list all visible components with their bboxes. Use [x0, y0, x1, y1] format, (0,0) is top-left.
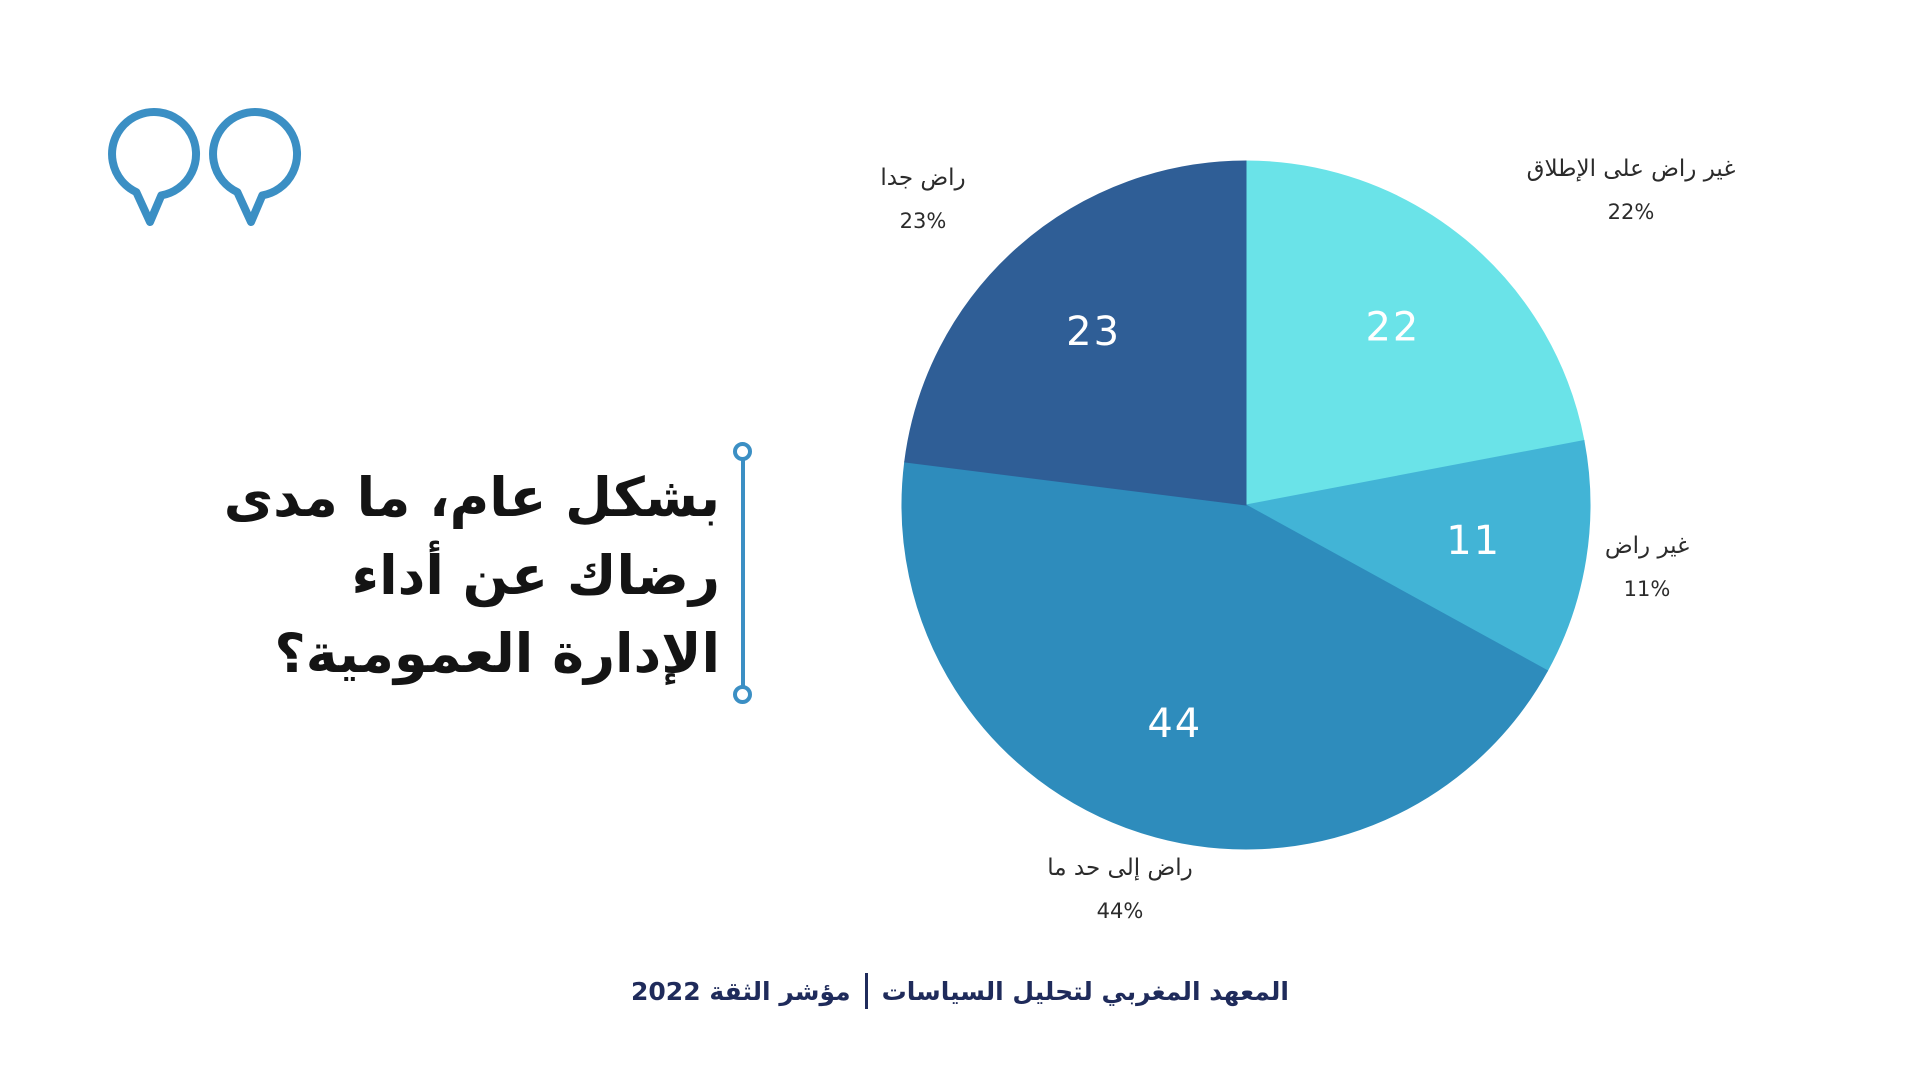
title-divider: [741, 452, 745, 695]
slice-label: راض إلى حد ما 44%: [1047, 847, 1192, 933]
divider-dot-bottom: [733, 685, 752, 704]
quote-mark-left: [108, 108, 201, 226]
slice-value-label: 11: [1446, 518, 1501, 564]
footer: المعهد المغربي لتحليل السياسات مؤشر الثق…: [0, 970, 1920, 1012]
quote-icon: [108, 108, 302, 226]
divider-dot-top: [733, 442, 752, 461]
slice-category-label: غير راض: [1604, 533, 1690, 559]
footer-source: المعهد المغربي لتحليل السياسات: [881, 976, 1289, 1006]
question-line: بشكل عام، ما مدى: [223, 466, 720, 529]
question-line: الإدارة العمومية؟: [274, 622, 720, 685]
question-line: رضاك عن أداء: [351, 544, 720, 607]
footer-index: مؤشر الثقة 2022: [631, 976, 851, 1006]
slice-category-label: راض جدا: [880, 165, 966, 191]
slice-label: غير راض 11%: [1605, 525, 1689, 611]
footer-separator: [864, 973, 868, 1009]
slice-label: راض جدا 23%: [880, 157, 965, 243]
slice-percent-label: 23%: [899, 209, 947, 233]
pie-slice: [1244, 439, 1591, 672]
slice-percent-label: 44%: [1096, 899, 1144, 923]
question-title: بشكل عام، ما مدى رضاك عن أداء الإدارة ال…: [160, 459, 720, 693]
pie-slice: [901, 461, 1549, 850]
slice-value-label: 44: [1147, 701, 1202, 747]
slice-label: غير راض على الإطلاق 22%: [1527, 148, 1736, 234]
quote-mark-right: [209, 108, 302, 226]
slice-value-label: 23: [1066, 309, 1121, 355]
slice-percent-label: 11%: [1623, 577, 1671, 601]
slice-category-label: راض إلى حد ما: [1047, 855, 1193, 881]
slice-percent-label: 22%: [1607, 200, 1655, 224]
slice-category-label: غير راض على الإطلاق: [1526, 156, 1736, 182]
slice-value-label: 22: [1365, 304, 1420, 350]
